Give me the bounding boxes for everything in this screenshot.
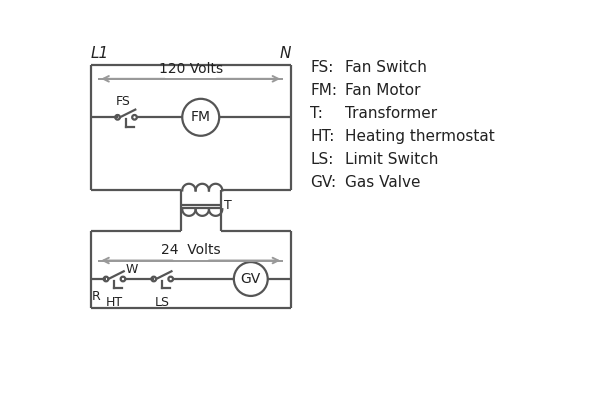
Text: T: T [224,199,232,212]
Text: LS:: LS: [310,152,333,167]
Text: 120 Volts: 120 Volts [159,62,223,76]
Text: Fan Switch: Fan Switch [345,60,427,74]
Text: HT: HT [106,296,123,309]
Text: FM:: FM: [310,83,337,98]
Text: W: W [125,263,137,276]
Text: Fan Motor: Fan Motor [345,83,420,98]
Text: GV: GV [241,272,261,286]
Text: HT:: HT: [310,129,335,144]
Text: Gas Valve: Gas Valve [345,175,420,190]
Text: Limit Switch: Limit Switch [345,152,438,167]
Text: L1: L1 [91,46,109,61]
Text: Transformer: Transformer [345,106,437,121]
Text: T:: T: [310,106,323,121]
Text: FS:: FS: [310,60,333,74]
Text: Heating thermostat: Heating thermostat [345,129,494,144]
Text: FS: FS [115,95,130,108]
Text: R: R [92,290,101,303]
Text: FM: FM [191,110,211,124]
Text: 24  Volts: 24 Volts [161,244,221,258]
Text: N: N [280,46,291,61]
Text: GV:: GV: [310,175,336,190]
Text: LS: LS [155,296,170,309]
